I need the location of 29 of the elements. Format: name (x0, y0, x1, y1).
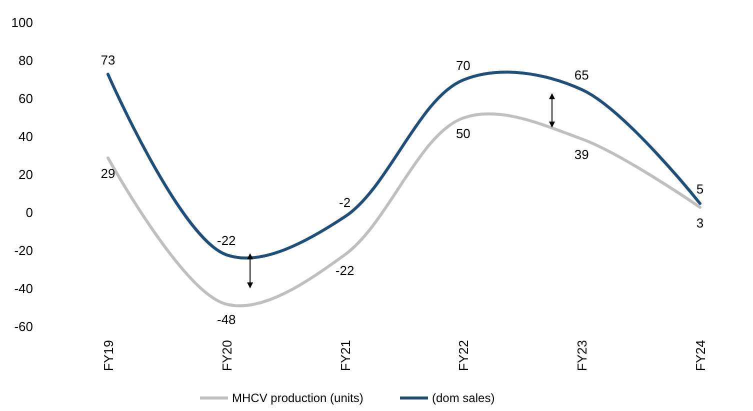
data-label: 65 (574, 68, 589, 82)
y-tick-label: 0 (26, 205, 33, 220)
x-tick-label: FY22 (456, 340, 472, 372)
data-label: 5 (696, 182, 704, 196)
data-label: 50 (456, 126, 470, 141)
data-label: -22 (335, 262, 354, 278)
y-tick-label: 60 (18, 91, 33, 106)
x-tick-label: FY23 (574, 340, 590, 372)
y-tick-label: 40 (18, 129, 33, 144)
legend-label: MHCV production (units) (232, 391, 364, 405)
data-label: 73 (100, 52, 116, 68)
x-tick-label: FY19 (101, 340, 116, 372)
data-label: 29 (100, 166, 116, 181)
y-tick-label: 20 (18, 167, 33, 182)
x-tick-label: FY21 (338, 340, 353, 372)
x-tick-label: FY20 (219, 340, 234, 372)
y-tick-label: -40 (14, 281, 33, 296)
data-label: 39 (574, 146, 589, 162)
y-tick-label: -60 (14, 319, 33, 334)
y-tick-label: -20 (14, 243, 33, 258)
data-label: -2 (339, 194, 351, 210)
data-label: 70 (456, 58, 470, 73)
x-tick-label: FY24 (693, 340, 708, 372)
y-tick-label: 80 (18, 53, 33, 68)
y-tick-label: 100 (11, 15, 33, 30)
data-label: -22 (217, 232, 236, 248)
data-label: -48 (217, 312, 236, 328)
data-label: 3 (696, 215, 704, 230)
legend-label: (dom sales) (432, 391, 495, 405)
